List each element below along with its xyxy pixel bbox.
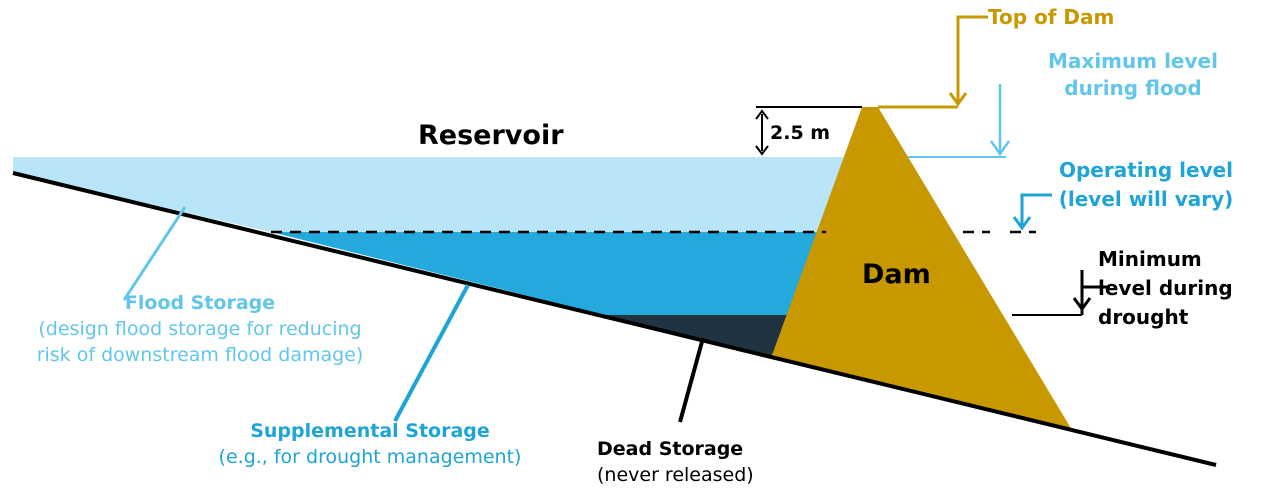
ground-line (12, 171, 1217, 467)
min-drought-level-label: Minimum level during drought (1098, 245, 1271, 332)
min-drought-level-line-1: Minimum (1098, 247, 1202, 271)
top-of-dam-label: Top of Dam (988, 5, 1115, 29)
supplemental-storage-leader (393, 284, 470, 422)
supplemental-storage-title: Supplemental Storage (250, 420, 490, 442)
flood-storage-title: Flood Storage (124, 292, 276, 314)
dead-storage-desc: (never released) (597, 464, 754, 486)
operating-level-label: Operating level (level will vary) (1032, 156, 1260, 214)
max-level-arrow-icon (989, 140, 1011, 157)
supplemental-storage-desc: (e.g., for drought management) (218, 446, 522, 468)
flood-storage-desc-1: (design flood storage for reducing (38, 318, 362, 340)
supplemental-storage-label: Supplemental Storage (e.g., for drought … (195, 418, 545, 470)
operating-level-arrow-icon (1012, 216, 1032, 231)
dead-storage-label: Dead Storage (never released) (597, 436, 797, 488)
dam-label: Dam (862, 259, 931, 290)
operating-level-leader (1020, 193, 1052, 228)
min-drought-level-line-3: drought (1098, 305, 1189, 329)
max-flood-level-line-2: during flood (1064, 76, 1202, 100)
top-of-dam-arrow-icon (948, 92, 968, 107)
dam-body (771, 107, 1072, 430)
dead-storage-leader (678, 337, 705, 423)
min-drought-level-line-2: level during (1098, 276, 1233, 300)
dead-storage-zone (605, 315, 790, 357)
flood-storage-zone (13, 157, 848, 232)
reservoir-title: Reservoir (418, 120, 564, 151)
dimension-arrow-down-icon (755, 145, 769, 156)
flood-storage-leader (122, 206, 187, 301)
supplemental-storage-zone (271, 232, 826, 315)
dimension-arrow-up-icon (755, 109, 769, 120)
top-of-dam-leader (956, 15, 988, 104)
min-level-arrow-icon (1072, 297, 1092, 312)
operating-level-line-1: Operating level (1058, 158, 1234, 182)
operating-level-line-2: (level will vary) (1058, 187, 1234, 211)
max-flood-level-line-1: Maximum level (1048, 49, 1218, 73)
max-flood-level-label: Maximum level during flood (1008, 48, 1258, 102)
flood-storage-desc-2: risk of downstream flood damage) (36, 344, 364, 366)
flood-storage-label: Flood Storage (design flood storage for … (0, 290, 400, 368)
freeboard-dimension-label: 2.5 m (770, 122, 831, 144)
dead-storage-title: Dead Storage (597, 438, 744, 460)
